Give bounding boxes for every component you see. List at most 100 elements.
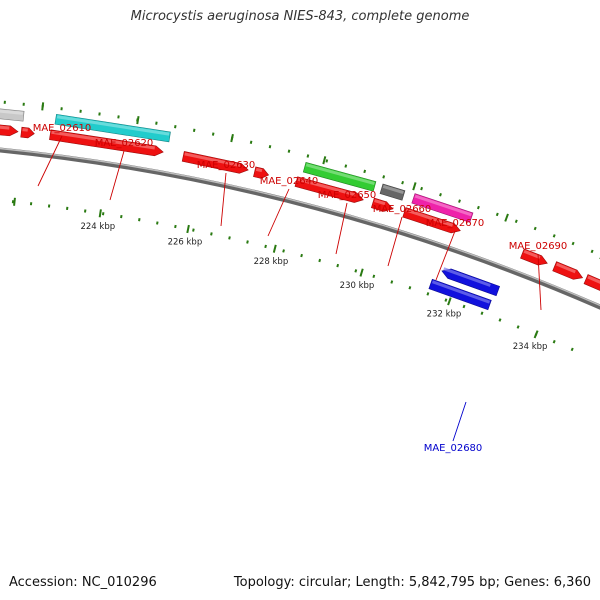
tick-major [230,133,234,143]
leader-line-7 [452,401,467,442]
tick-major [412,182,417,191]
gene-label-mae-02630: MAE_02630 [197,160,256,171]
tick-dot [390,280,394,284]
feature-cyan-shine [56,115,170,136]
genome-summary: Topology: circular; Length: 5,842,795 bp… [233,575,591,590]
leader-line-5 [387,216,403,267]
tick-dot [552,339,556,344]
tick-major [533,330,539,339]
tick-dot [22,102,25,106]
tick-dot [249,140,253,144]
feature-cds-02650-shine [297,177,356,197]
tick-dot [287,149,291,153]
feature-cds-partial-shine [0,124,10,130]
feature-cds-partial-body [0,122,19,137]
axis-label-3: 230 kbp [340,281,375,291]
tick-dot [590,249,594,254]
feature-cds-02680-a-shine [443,267,491,287]
feature-cds-02650 [294,176,364,203]
feature-cds-02610 [20,126,35,139]
feature-cds-02630 [181,151,249,174]
tick-dot [47,204,51,208]
axis-label-4: 232 kbp [427,309,462,319]
feature-grey-partial-body [0,106,25,122]
accession: Accession: NC_010296 [9,575,157,590]
tick-dot [156,221,159,225]
feature-cds-02680-a-body [441,268,500,297]
feature-cds-02620 [49,129,164,157]
tick-major [98,209,102,218]
tick-dot [117,115,120,119]
gene-label-mae-02650: MAE_02650 [318,190,377,201]
tick-dot [495,212,499,217]
tick-dot [138,218,141,222]
feature-green-shine [305,163,375,185]
tick-dot [3,100,6,104]
tick-major [136,115,140,125]
gene-label-mae-02640: MAE_02640 [260,176,319,187]
tick-dot [498,318,502,322]
tick-dot [60,107,63,111]
feature-cds-02640-shine [255,167,263,173]
tick-major [359,268,364,277]
feature-cds-02680-b-shine [431,280,491,304]
tick-dot [174,224,177,229]
tick-dot [79,109,82,113]
feature-cds-02670-shine [405,208,454,227]
tick-marks [3,100,600,352]
tick-dot [462,304,466,309]
gene-label-mae-02680: MAE_02680 [424,443,483,454]
tick-dot [408,286,412,290]
tick-dot [439,192,442,197]
feature-cds-02670 [402,207,461,234]
tick-dot [344,164,348,168]
leader-line-4 [335,202,348,255]
tick-dot [571,241,575,246]
leader-line-0 [37,135,63,187]
tick-dot [318,258,322,263]
tick-dot [420,186,424,191]
tick-dot [444,298,448,302]
feature-magenta-shine [414,194,472,217]
axis-label-1: 226 kbp [168,238,203,248]
feature-cds-02640 [253,166,270,179]
tick-dot [336,263,340,268]
tick-dot [552,234,556,238]
feature-magenta [411,193,474,223]
axis-label-2: 228 kbp [254,257,289,267]
tick-major [186,224,190,234]
tick-major [447,297,452,306]
tick-dot [458,199,461,203]
tick-dot [210,232,213,236]
tick-dot [83,209,87,213]
feature-cds-02710 [583,274,600,295]
tick-dot [480,311,484,315]
feature-cds-partial [0,122,19,137]
axis-label-5: 234 kbp [513,342,548,352]
tick-dot [514,219,518,224]
leader-line-6 [435,230,456,281]
tick-dot [174,125,177,129]
gene-label-mae-02620: MAE_02620 [95,138,154,149]
tick-dot [268,145,272,149]
feature-cds-02680-b [428,278,492,311]
tick-dot [228,236,231,240]
tick-dot [426,292,430,296]
axis-labels: 224 kbp 226 kbp 228 kbp 230 kbp 232 kbp 234 k… [80,222,547,352]
tick-dot [192,228,195,232]
tick-dot [192,128,196,132]
tick-major [41,102,45,111]
tick-dot [66,206,69,211]
feature-green [302,161,377,192]
feature-dark [379,183,406,201]
tick-dot [476,205,480,210]
tick-dot [325,159,329,163]
feature-cds-02700 [552,261,584,280]
tick-dot [98,112,101,116]
feature-dark-shine [382,185,404,195]
tick-dot [533,226,537,231]
backbone [0,147,600,310]
feature-grey-partial-shine [0,108,24,115]
